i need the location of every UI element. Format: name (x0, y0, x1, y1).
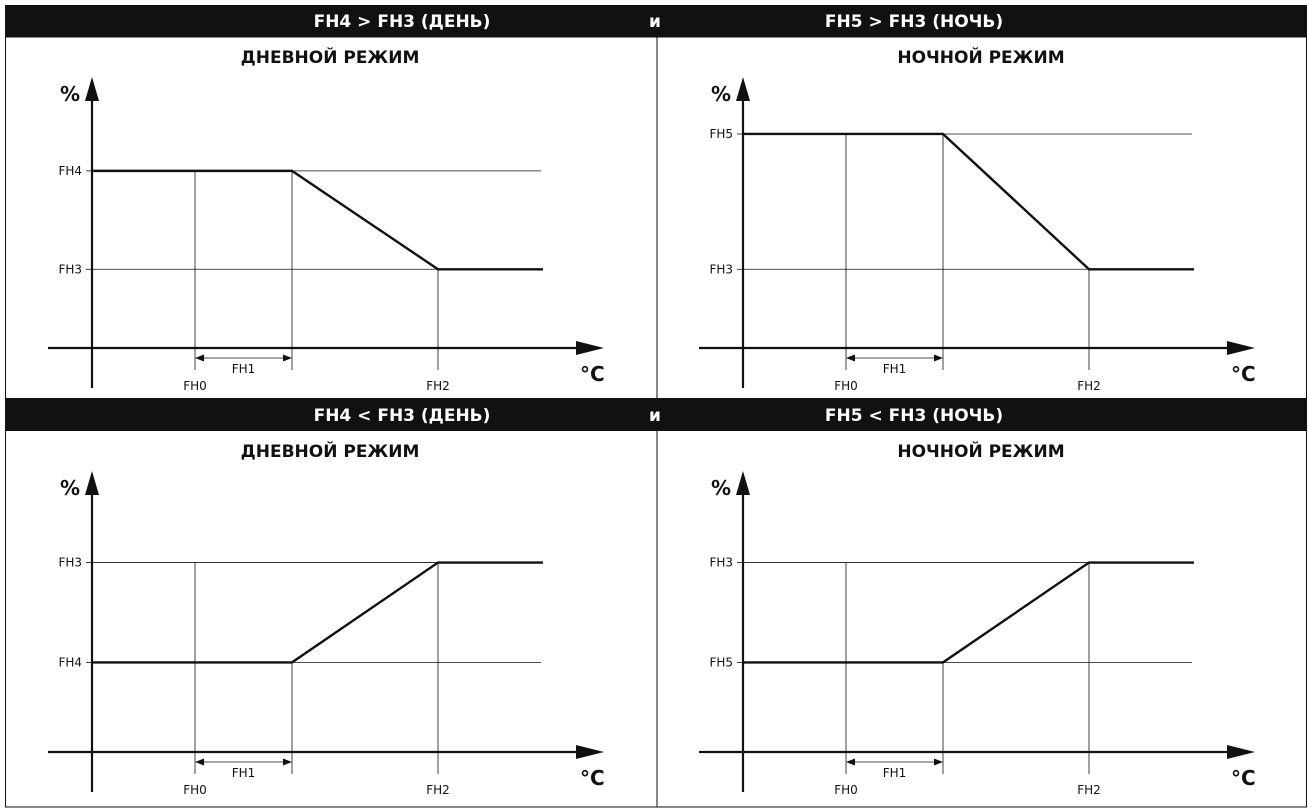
x-axis-arrow (576, 341, 604, 355)
x-tick-label: FH2 (426, 783, 450, 797)
panel-grid (5, 36, 1307, 808)
y-axis-arrow (85, 77, 99, 101)
x-tick-label: FH2 (1077, 783, 1101, 797)
fh1-arrow-right (934, 354, 943, 362)
y-tick-label: FH5 (709, 655, 733, 669)
chart-title: ДНЕВНОЙ РЕЖИМ (241, 46, 420, 68)
x-tick-label: FH0 (834, 379, 858, 393)
y-axis-arrow (736, 471, 750, 495)
header-right-2: FH5 < FH3 (НОЧЬ) (825, 406, 1003, 426)
header-row-2: FH4 < FH3 (ДЕНЬ) и FH5 < FH3 (НОЧЬ) (5, 398, 1307, 431)
y-tick-label: FH3 (58, 262, 82, 276)
y-axis-label: % (711, 82, 731, 106)
fh1-arrow-left (195, 758, 204, 766)
y-tick-label: FH3 (709, 556, 733, 570)
y-tick-label: FH3 (709, 262, 733, 276)
x-axis-label: °C (580, 766, 605, 790)
header-left-2: FH4 < FH3 (ДЕНЬ) (314, 406, 491, 426)
series-line (743, 561, 1194, 664)
header-left-1: FH4 > FH3 (ДЕНЬ) (314, 12, 491, 32)
header-right-1: FH5 > FH3 (НОЧЬ) (825, 12, 1003, 32)
y-axis-label: % (60, 476, 80, 500)
x-tick-label: FH0 (183, 379, 207, 393)
chart-day-increasing: ДНЕВНОЙ РЕЖИМ% °C FH4 FH3 FH1 FH0 FH2 (48, 46, 605, 393)
fh1-arrow-right (283, 354, 292, 362)
fh1-arrow-left (195, 354, 204, 362)
fh1-arrow-right (934, 758, 943, 766)
y-tick-label: FH4 (58, 164, 82, 178)
fh1-dimension-label: FH1 (883, 766, 907, 780)
x-tick-label: FH0 (834, 783, 858, 797)
series-line (743, 132, 1194, 271)
header-bar-1 (5, 5, 1307, 37)
y-tick-label: FH3 (58, 556, 82, 570)
x-axis-arrow (1227, 341, 1255, 355)
chart-night-increasing: НОЧНОЙ РЕЖИМ% °C FH5 FH3 FH1 FH0 FH2 (699, 46, 1256, 393)
x-tick-label: FH2 (1077, 379, 1101, 393)
fh1-dimension-label: FH1 (232, 362, 256, 376)
fh1-dimension-label: FH1 (232, 766, 256, 780)
chart-day-decreasing: ДНЕВНОЙ РЕЖИМ% °C FH3 FH4 FH1 FH0 FH2 (48, 440, 605, 797)
chart-title: НОЧНОЙ РЕЖИМ (897, 46, 1064, 68)
x-tick-label: FH0 (183, 783, 207, 797)
fh1-arrow-left (846, 758, 855, 766)
chart-title: ДНЕВНОЙ РЕЖИМ (241, 440, 420, 462)
chart-night-decreasing: НОЧНОЙ РЕЖИМ% °C FH3 FH5 FH1 FH0 FH2 (699, 440, 1256, 797)
fh1-arrow-left (846, 354, 855, 362)
x-axis-label: °C (580, 362, 605, 386)
chart-title: НОЧНОЙ РЕЖИМ (897, 440, 1064, 462)
series-line (92, 561, 543, 664)
fh1-arrow-right (283, 758, 292, 766)
header-connector-1: и (649, 12, 661, 32)
x-axis-arrow (576, 745, 604, 759)
header-row-1: FH4 > FH3 (ДЕНЬ) и FH5 > FH3 (НОЧЬ) (5, 5, 1307, 37)
fh1-dimension-label: FH1 (883, 362, 907, 376)
x-axis-arrow (1227, 745, 1255, 759)
y-tick-label: FH4 (58, 655, 82, 669)
y-tick-label: FH5 (709, 127, 733, 141)
x-axis-label: °C (1231, 766, 1256, 790)
y-axis-arrow (736, 77, 750, 101)
y-axis-label: % (711, 476, 731, 500)
outer-border (5, 36, 1307, 808)
series-line (92, 169, 543, 271)
x-axis-label: °C (1231, 362, 1256, 386)
y-axis-label: % (60, 82, 80, 106)
header-bar-2 (5, 398, 1307, 431)
header-connector-2: и (649, 406, 661, 426)
y-axis-arrow (85, 471, 99, 495)
x-tick-label: FH2 (426, 379, 450, 393)
